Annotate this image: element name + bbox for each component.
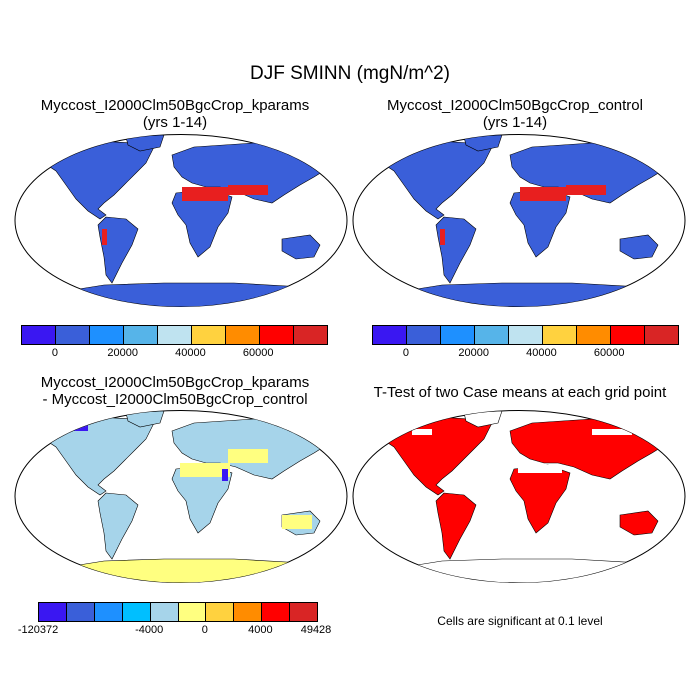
high-value-region xyxy=(102,185,268,245)
colorbar-swatch xyxy=(90,326,124,344)
colorbar-tick-label: -4000 xyxy=(135,624,164,636)
panel-title-kparams: Myccost_I2000Clm50BgcCrop_kparams (yrs 1… xyxy=(15,97,335,131)
colorbar-swatch xyxy=(122,603,151,621)
panel-title-difference: Myccost_I2000Clm50BgcCrop_kparams - Mycc… xyxy=(15,374,335,408)
colorbar-swatch xyxy=(39,603,67,621)
colorbar-swatch xyxy=(192,326,226,344)
colorbar-tick-label: 40000 xyxy=(175,347,206,359)
colorbar-swatch xyxy=(509,326,543,344)
colorbar-swatch xyxy=(234,603,263,621)
colorbar-kparams xyxy=(21,325,328,345)
colorbar-tick-label: 60000 xyxy=(593,347,625,359)
colorbar-swatch xyxy=(611,326,645,344)
panel-title-line1: T-Test of two Case means at each grid po… xyxy=(373,384,667,401)
colorbar-swatch xyxy=(475,326,509,344)
non-significant-patches xyxy=(412,429,632,473)
colorbar-swatch xyxy=(645,326,678,344)
figure-title: DJF SMINN (mgN/m^2) xyxy=(250,63,450,84)
colorbar-tick-label: 49428 xyxy=(300,624,332,636)
colorbar-tick-label: 20000 xyxy=(107,347,138,359)
colorbar-control xyxy=(372,325,679,345)
map-ttest xyxy=(352,410,686,583)
panel-title-line1: Myccost_I2000Clm50BgcCrop_control xyxy=(387,97,643,114)
colorbar-swatch xyxy=(262,603,291,621)
colorbar-tick-label: 0 xyxy=(51,347,58,359)
colorbar-swatch xyxy=(441,326,475,344)
colorbar-swatch xyxy=(543,326,577,344)
panel-title-line1: Myccost_I2000Clm50BgcCrop_kparams xyxy=(40,97,310,114)
colorbar-swatch xyxy=(66,603,95,621)
colorbar-tick-label: -120372 xyxy=(17,624,59,636)
map-kparams xyxy=(14,134,348,307)
colorbar-swatch xyxy=(124,326,158,344)
panel-title-line2: (yrs 1-14) xyxy=(142,114,208,131)
colorbar-tick-label: 0 xyxy=(402,347,409,359)
colorbar-tick-label: 20000 xyxy=(458,347,489,359)
colorbar-swatch xyxy=(373,326,407,344)
colorbar-swatch xyxy=(94,603,123,621)
colorbar-tick-label: 4000 xyxy=(248,624,273,636)
colorbar-difference xyxy=(38,602,318,622)
colorbar-swatch xyxy=(290,603,318,621)
colorbar-swatch xyxy=(577,326,611,344)
high-value-region xyxy=(440,185,606,245)
panel-title-control: Myccost_I2000Clm50BgcCrop_control (yrs 1… xyxy=(355,97,675,131)
colorbar-swatch xyxy=(294,326,327,344)
colorbar-tick-label: 0 xyxy=(201,624,208,636)
colorbar-swatch xyxy=(260,326,294,344)
colorbar-swatch xyxy=(22,326,56,344)
colorbar-swatch xyxy=(206,603,235,621)
colorbar-swatch xyxy=(158,326,192,344)
panel-title-line1: Myccost_I2000Clm50BgcCrop_kparams xyxy=(40,374,310,391)
map-control xyxy=(352,134,686,307)
colorbar-swatch xyxy=(56,326,90,344)
panel-title-line2: (yrs 1-14) xyxy=(482,114,548,131)
colorbar-swatch xyxy=(226,326,260,344)
panel-title-line2: - Myccost_I2000Clm50BgcCrop_control xyxy=(42,391,308,408)
colorbar-tick-label: 60000 xyxy=(242,347,274,359)
colorbar-tick-label: 40000 xyxy=(526,347,557,359)
significance-note: Cells are significant at 0.1 level xyxy=(437,614,603,628)
panel-title-ttest: T-Test of two Case means at each grid po… xyxy=(350,384,690,401)
positive-difference-region xyxy=(180,449,312,529)
colorbar-swatch xyxy=(150,603,179,621)
colorbar-swatch xyxy=(407,326,441,344)
colorbar-swatch xyxy=(178,603,207,621)
map-difference xyxy=(14,410,348,583)
